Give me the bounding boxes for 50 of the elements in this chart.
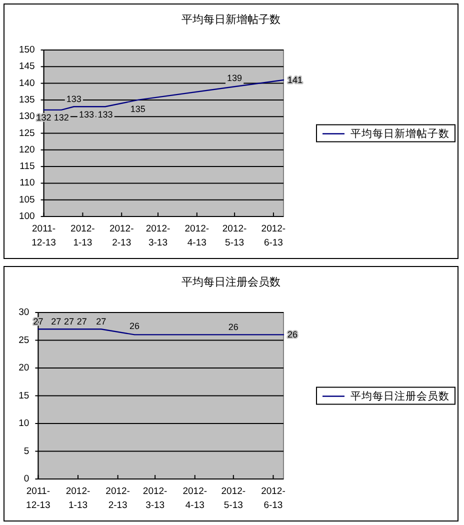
data-label: 27 xyxy=(51,316,62,326)
y-tick-label: 135 xyxy=(18,94,35,106)
y-tick-label: 105 xyxy=(18,194,35,206)
data-label: 26 xyxy=(288,330,298,340)
data-label: 26 xyxy=(228,322,238,332)
x-tick-label: 2012-6-13 xyxy=(261,224,286,248)
data-label: 132 xyxy=(54,112,69,123)
y-tick-label: 5 xyxy=(24,446,30,457)
x-tick-label: 2012-1-13 xyxy=(70,224,95,248)
y-tick-label: 150 xyxy=(18,44,35,56)
x-tick-label: 2012-2-13 xyxy=(106,486,130,511)
y-tick-label: 100 xyxy=(18,211,35,222)
chart-title: 平均每日注册会员数 xyxy=(182,276,280,288)
y-tick-label: 140 xyxy=(18,78,35,89)
y-tick-label: 120 xyxy=(18,144,35,156)
x-tick-label: 2012-5-13 xyxy=(221,486,246,511)
x-tick-label: 2012-3-13 xyxy=(142,486,168,511)
y-tick-label: 25 xyxy=(18,334,30,346)
x-tick-label: 2012-1-13 xyxy=(66,486,90,511)
y-tick-label: 125 xyxy=(18,128,35,139)
x-tick-label: 2011- 12-13 xyxy=(32,224,56,248)
y-tick-label: 110 xyxy=(20,178,35,189)
data-label: 141 xyxy=(288,74,303,85)
x-tick-label: 2012-5-13 xyxy=(222,224,247,248)
y-tick-label: 10 xyxy=(18,418,30,429)
x-tick-label: 2012-4-13 xyxy=(182,486,208,511)
x-tick-label: 2011- 12-13 xyxy=(26,486,50,511)
y-tick-label: 0 xyxy=(24,474,30,484)
legend-label: 平均每日注册会员数 xyxy=(350,389,450,402)
x-tick-label: 2012-6-13 xyxy=(261,486,286,511)
y-tick-label: 15 xyxy=(18,390,30,402)
data-label: 133 xyxy=(66,94,82,104)
x-tick-label: 2012-2-13 xyxy=(109,224,134,248)
data-label: 26 xyxy=(130,321,140,332)
data-label: 133 xyxy=(98,109,113,120)
data-label: 27 xyxy=(64,316,74,326)
chart-title: 平均每日新增帖子数 xyxy=(182,13,280,26)
data-label: 139 xyxy=(227,72,242,83)
legend-label: 平均每日新增帖子数 xyxy=(350,126,450,140)
y-tick-label: 115 xyxy=(20,161,35,172)
data-label: 27 xyxy=(76,316,87,326)
y-tick-label: 30 xyxy=(18,307,30,318)
y-tick-label: 130 xyxy=(18,111,35,122)
y-tick-label: 20 xyxy=(18,362,30,374)
x-tick-label: 2012-4-13 xyxy=(184,224,210,248)
data-label: 135 xyxy=(130,104,146,114)
data-label: 133 xyxy=(78,109,94,120)
y-tick-label: 145 xyxy=(18,61,35,72)
x-tick-label: 2012-3-13 xyxy=(146,224,170,248)
data-label: 27 xyxy=(96,316,106,326)
